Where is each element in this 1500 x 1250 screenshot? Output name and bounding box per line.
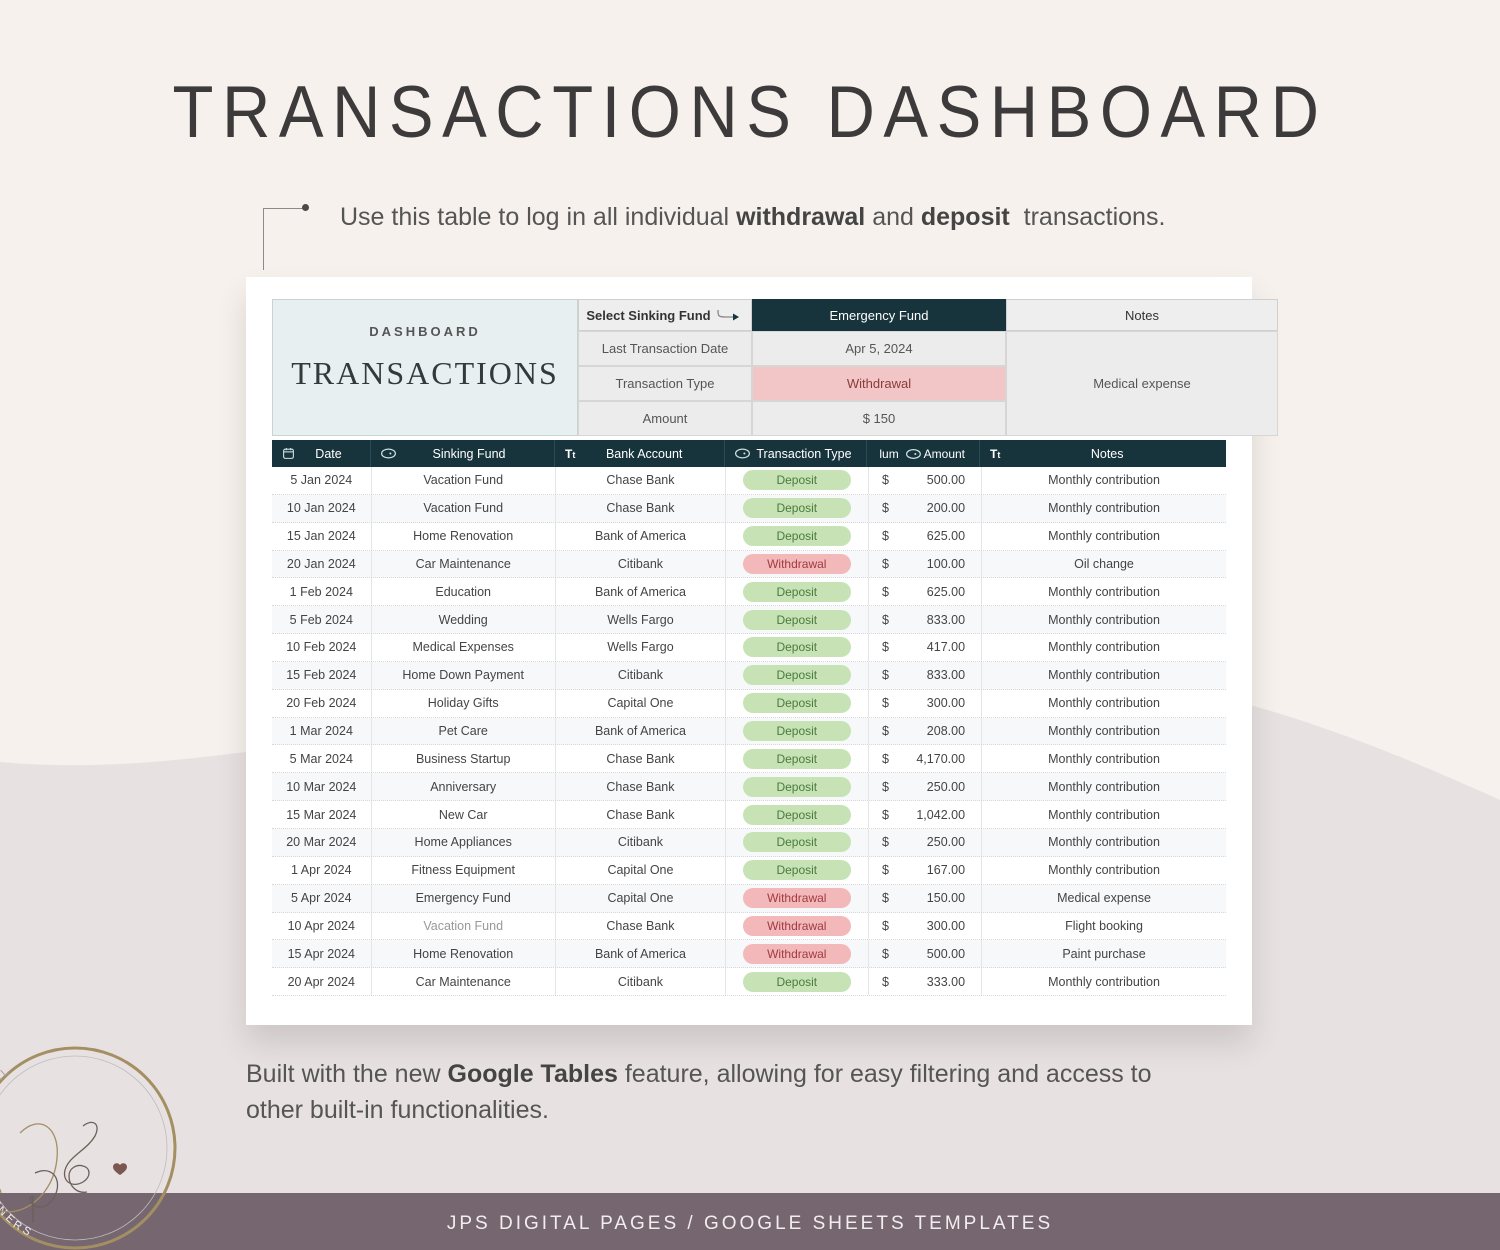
svg-text:DIGITAL: DIGITAL (0, 1064, 13, 1124)
